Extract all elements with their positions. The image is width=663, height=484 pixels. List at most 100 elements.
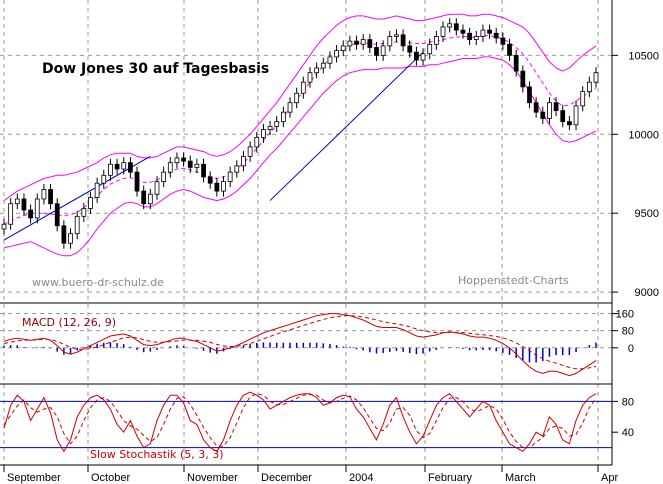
candle-body — [314, 67, 320, 74]
candle-body — [294, 92, 300, 104]
candle-body — [201, 163, 206, 178]
candle-body — [347, 40, 353, 47]
candle-body — [81, 208, 87, 217]
labels: Dow Jones 30 auf Tagesbasis www.buero-dr… — [22, 61, 569, 461]
candle-body — [447, 23, 453, 28]
macd-panel — [3, 313, 597, 377]
candle-body — [320, 62, 326, 69]
candle-body — [88, 197, 93, 209]
candle-body — [34, 198, 40, 219]
price-tick-label: 10500 — [628, 50, 659, 62]
candle-body — [586, 81, 592, 93]
candle-body — [420, 53, 426, 61]
candle-body — [334, 50, 339, 58]
candle-body — [387, 36, 393, 47]
candle-body — [8, 203, 14, 225]
price-tick-label: 10000 — [628, 129, 659, 141]
x-axis-label: December — [261, 472, 312, 484]
macd-tick-label: 160 — [616, 309, 634, 321]
candle-body — [367, 39, 373, 48]
x-axis-label: November — [187, 472, 238, 484]
candle-body — [94, 182, 100, 198]
candle-body — [108, 163, 113, 176]
candle-body — [267, 125, 273, 130]
stoch-d-line — [3, 393, 597, 449]
stoch-tick-label: 80 — [622, 396, 634, 408]
x-axis-label: March — [505, 472, 536, 484]
candle-body — [241, 155, 246, 167]
x-axis-label: February — [428, 472, 473, 484]
candle-body — [580, 91, 586, 107]
candle-body — [48, 189, 53, 205]
candle-body — [327, 56, 333, 64]
candle-body — [427, 43, 433, 55]
candle-body — [128, 162, 133, 173]
candle-body — [141, 190, 147, 205]
watermark-text: www.buero-dr-schulz.de — [32, 276, 164, 289]
candle-body — [487, 29, 492, 34]
candle-body — [360, 39, 366, 45]
source-text: Hoppenstedt-Charts — [458, 274, 569, 287]
candle-body — [41, 189, 47, 200]
candle-body — [553, 102, 559, 111]
candle-body — [101, 174, 107, 184]
candle-body — [433, 36, 439, 45]
candle-body — [493, 32, 499, 39]
stochastic-panel — [0, 391, 612, 453]
candle-body — [274, 121, 280, 127]
candle-body — [68, 233, 73, 244]
candle-body — [440, 26, 446, 37]
x-axis-label: Apr — [601, 472, 618, 484]
candle-body — [533, 102, 539, 113]
candle-body — [400, 34, 406, 47]
stoch-label: Slow Stochastik (5, 3, 3) — [90, 448, 224, 461]
candle-body — [21, 198, 27, 211]
candle-body — [280, 111, 286, 123]
candle-body — [307, 72, 313, 83]
candle-body — [507, 43, 512, 56]
macd-label: MACD (12, 26, 9) — [22, 316, 116, 329]
candle-body — [134, 171, 140, 192]
macd-signal-line — [3, 315, 597, 370]
candle-body — [121, 162, 127, 170]
candle-body — [14, 198, 20, 205]
panel-frames — [0, 0, 613, 466]
candle-body — [261, 129, 266, 138]
candle-body — [167, 162, 173, 173]
candle-body — [354, 40, 359, 45]
x-axis-label: 2004 — [349, 472, 373, 484]
candle-body — [194, 163, 200, 168]
candle-body — [214, 182, 220, 192]
x-axis-label: October — [91, 472, 130, 484]
grid-lines — [0, 0, 612, 465]
candle-body — [1, 223, 7, 230]
candle-body — [520, 70, 526, 88]
moving-average-line — [3, 35, 597, 225]
candle-body — [147, 193, 153, 205]
candle-body — [54, 203, 60, 227]
candle-body — [187, 160, 193, 168]
candle-body — [560, 110, 566, 123]
candle-body — [374, 47, 379, 56]
candle-body — [154, 181, 160, 195]
candle-body — [480, 29, 486, 37]
candle-body — [500, 37, 506, 45]
bollinger-upper-line — [3, 13, 597, 202]
candle-body — [473, 36, 479, 40]
trend-line — [269, 51, 424, 201]
candle-body — [460, 29, 466, 34]
price-tick-label: 9500 — [635, 208, 659, 220]
candle-body — [467, 32, 472, 40]
candle-body — [181, 157, 186, 162]
candle-body — [114, 163, 120, 170]
candle-body — [567, 121, 572, 126]
candle-body — [414, 51, 419, 61]
stoch-k-line — [3, 391, 597, 453]
candle-body — [221, 181, 226, 192]
candle-body — [573, 105, 579, 126]
candle-body — [287, 102, 293, 113]
candle-body — [28, 209, 33, 219]
stoch-tick-label: 40 — [622, 427, 634, 439]
candle-body — [254, 137, 260, 148]
